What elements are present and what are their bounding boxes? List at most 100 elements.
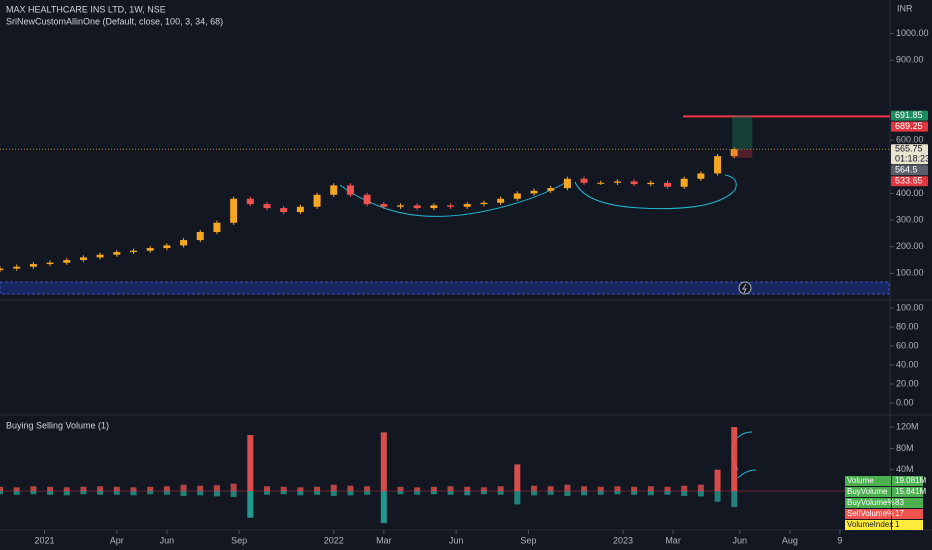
info-label: Volume: [847, 476, 874, 485]
volume-bar: [13, 491, 20, 495]
x-tick-label: Mar: [376, 535, 392, 545]
volume-bar: [731, 491, 738, 508]
volume-bar: [397, 486, 404, 492]
info-cell: [892, 487, 923, 497]
candle-body: [430, 205, 438, 209]
volume-bar: [497, 486, 504, 492]
candle-body: [447, 205, 455, 207]
volume-bar: [213, 491, 220, 497]
x-tick-label: 9: [837, 535, 842, 545]
volume-bar: [0, 491, 3, 495]
candle-body: [530, 190, 538, 194]
candle-body: [230, 198, 238, 223]
volume-bar: [180, 491, 187, 496]
candle-body: [647, 182, 655, 185]
y-tick-label: 1000.00: [896, 28, 929, 38]
info-value: 83: [895, 498, 904, 507]
info-cell: [845, 520, 891, 530]
volume-bar: [30, 491, 37, 495]
volume-bar: [63, 487, 70, 492]
candle-body: [96, 254, 104, 258]
volume-bar: [514, 464, 521, 492]
volume-bar: [480, 487, 487, 492]
volume-bar: [280, 486, 287, 492]
info-cell: [892, 509, 923, 519]
volume-bar: [47, 486, 54, 492]
volume-bar: [647, 491, 654, 496]
x-tick-label: 2023: [613, 535, 633, 545]
volume-title: Buying Selling Volume (1): [6, 420, 109, 430]
countdown: 01:18:23: [895, 154, 930, 164]
candle-body: [146, 248, 154, 251]
volume-bar: [63, 491, 70, 496]
volume-bar: [564, 484, 571, 492]
candle-body: [63, 260, 71, 263]
info-value: 1: [895, 520, 900, 529]
y-tick-label: 40.00: [896, 359, 919, 369]
volume-bar: [714, 491, 721, 502]
volume-bar: [97, 491, 104, 495]
pattern-curve: [737, 469, 757, 479]
volume-bar: [297, 491, 304, 496]
candle-body: [363, 194, 371, 205]
y-tick-label: 80M: [896, 443, 914, 453]
x-tick-label: Jun: [733, 535, 748, 545]
volume-bar: [163, 486, 170, 492]
candle-body: [246, 198, 254, 205]
volume-bar: [0, 486, 3, 492]
event-icon[interactable]: [738, 281, 752, 295]
x-tick-label: 2021: [34, 535, 54, 545]
candle-body: [580, 178, 588, 183]
volume-bar: [564, 491, 571, 496]
info-value: 19.081M: [895, 476, 926, 485]
volume-bar: [664, 486, 671, 492]
pattern-curve: [574, 174, 737, 210]
volume-bar: [80, 486, 87, 492]
volume-bar: [47, 491, 54, 495]
info-cell: [892, 498, 923, 508]
info-label: VolumeIndex: [847, 520, 893, 529]
volume-bar: [597, 486, 604, 492]
price-marker-label: 564.5: [895, 165, 918, 175]
volume-bar: [113, 491, 120, 495]
volume-bar: [230, 483, 237, 492]
info-cell: [845, 509, 891, 519]
volume-bar: [614, 491, 621, 495]
stop-zone: [732, 149, 753, 158]
x-tick-label: Sep: [231, 535, 247, 545]
volume-bar: [113, 486, 120, 492]
info-cell: [845, 487, 891, 497]
volume-bar: [697, 484, 704, 492]
candle-body: [664, 182, 671, 187]
y-tick-label: 300.00: [896, 214, 924, 224]
candle-body: [630, 181, 638, 185]
volume-bar: [30, 486, 37, 492]
candle-body: [13, 266, 21, 269]
volume-bar: [531, 485, 537, 492]
volume-bar: [347, 491, 354, 496]
volume-bar: [280, 491, 287, 495]
x-tick-label: Sep: [520, 535, 536, 545]
info-value: 15.841M: [895, 487, 926, 496]
candle-body: [380, 204, 388, 207]
volume-bar: [714, 469, 721, 492]
volume-bar: [247, 435, 254, 492]
volume-bar: [664, 491, 671, 495]
x-tick-label: 2022: [324, 535, 344, 545]
y-tick-label: 40M: [896, 464, 914, 474]
volume-bar: [514, 491, 521, 505]
volume-bar: [130, 491, 137, 496]
volume-bar: [314, 491, 321, 495]
volume-bar: [264, 486, 270, 492]
volume-bar: [531, 491, 537, 496]
candle-body: [313, 194, 321, 207]
volume-bar: [97, 486, 104, 492]
volume-bar: [330, 491, 337, 496]
chart-title: MAX HEALTHCARE INS LTD, 1W, NSE: [6, 4, 166, 14]
info-cell: [845, 498, 891, 508]
currency: INR: [897, 3, 913, 13]
price-marker-label: 565.75: [895, 144, 923, 154]
candle-body: [46, 262, 54, 265]
y-tick-label: 100.00: [896, 268, 924, 278]
volume-bar: [314, 486, 321, 492]
